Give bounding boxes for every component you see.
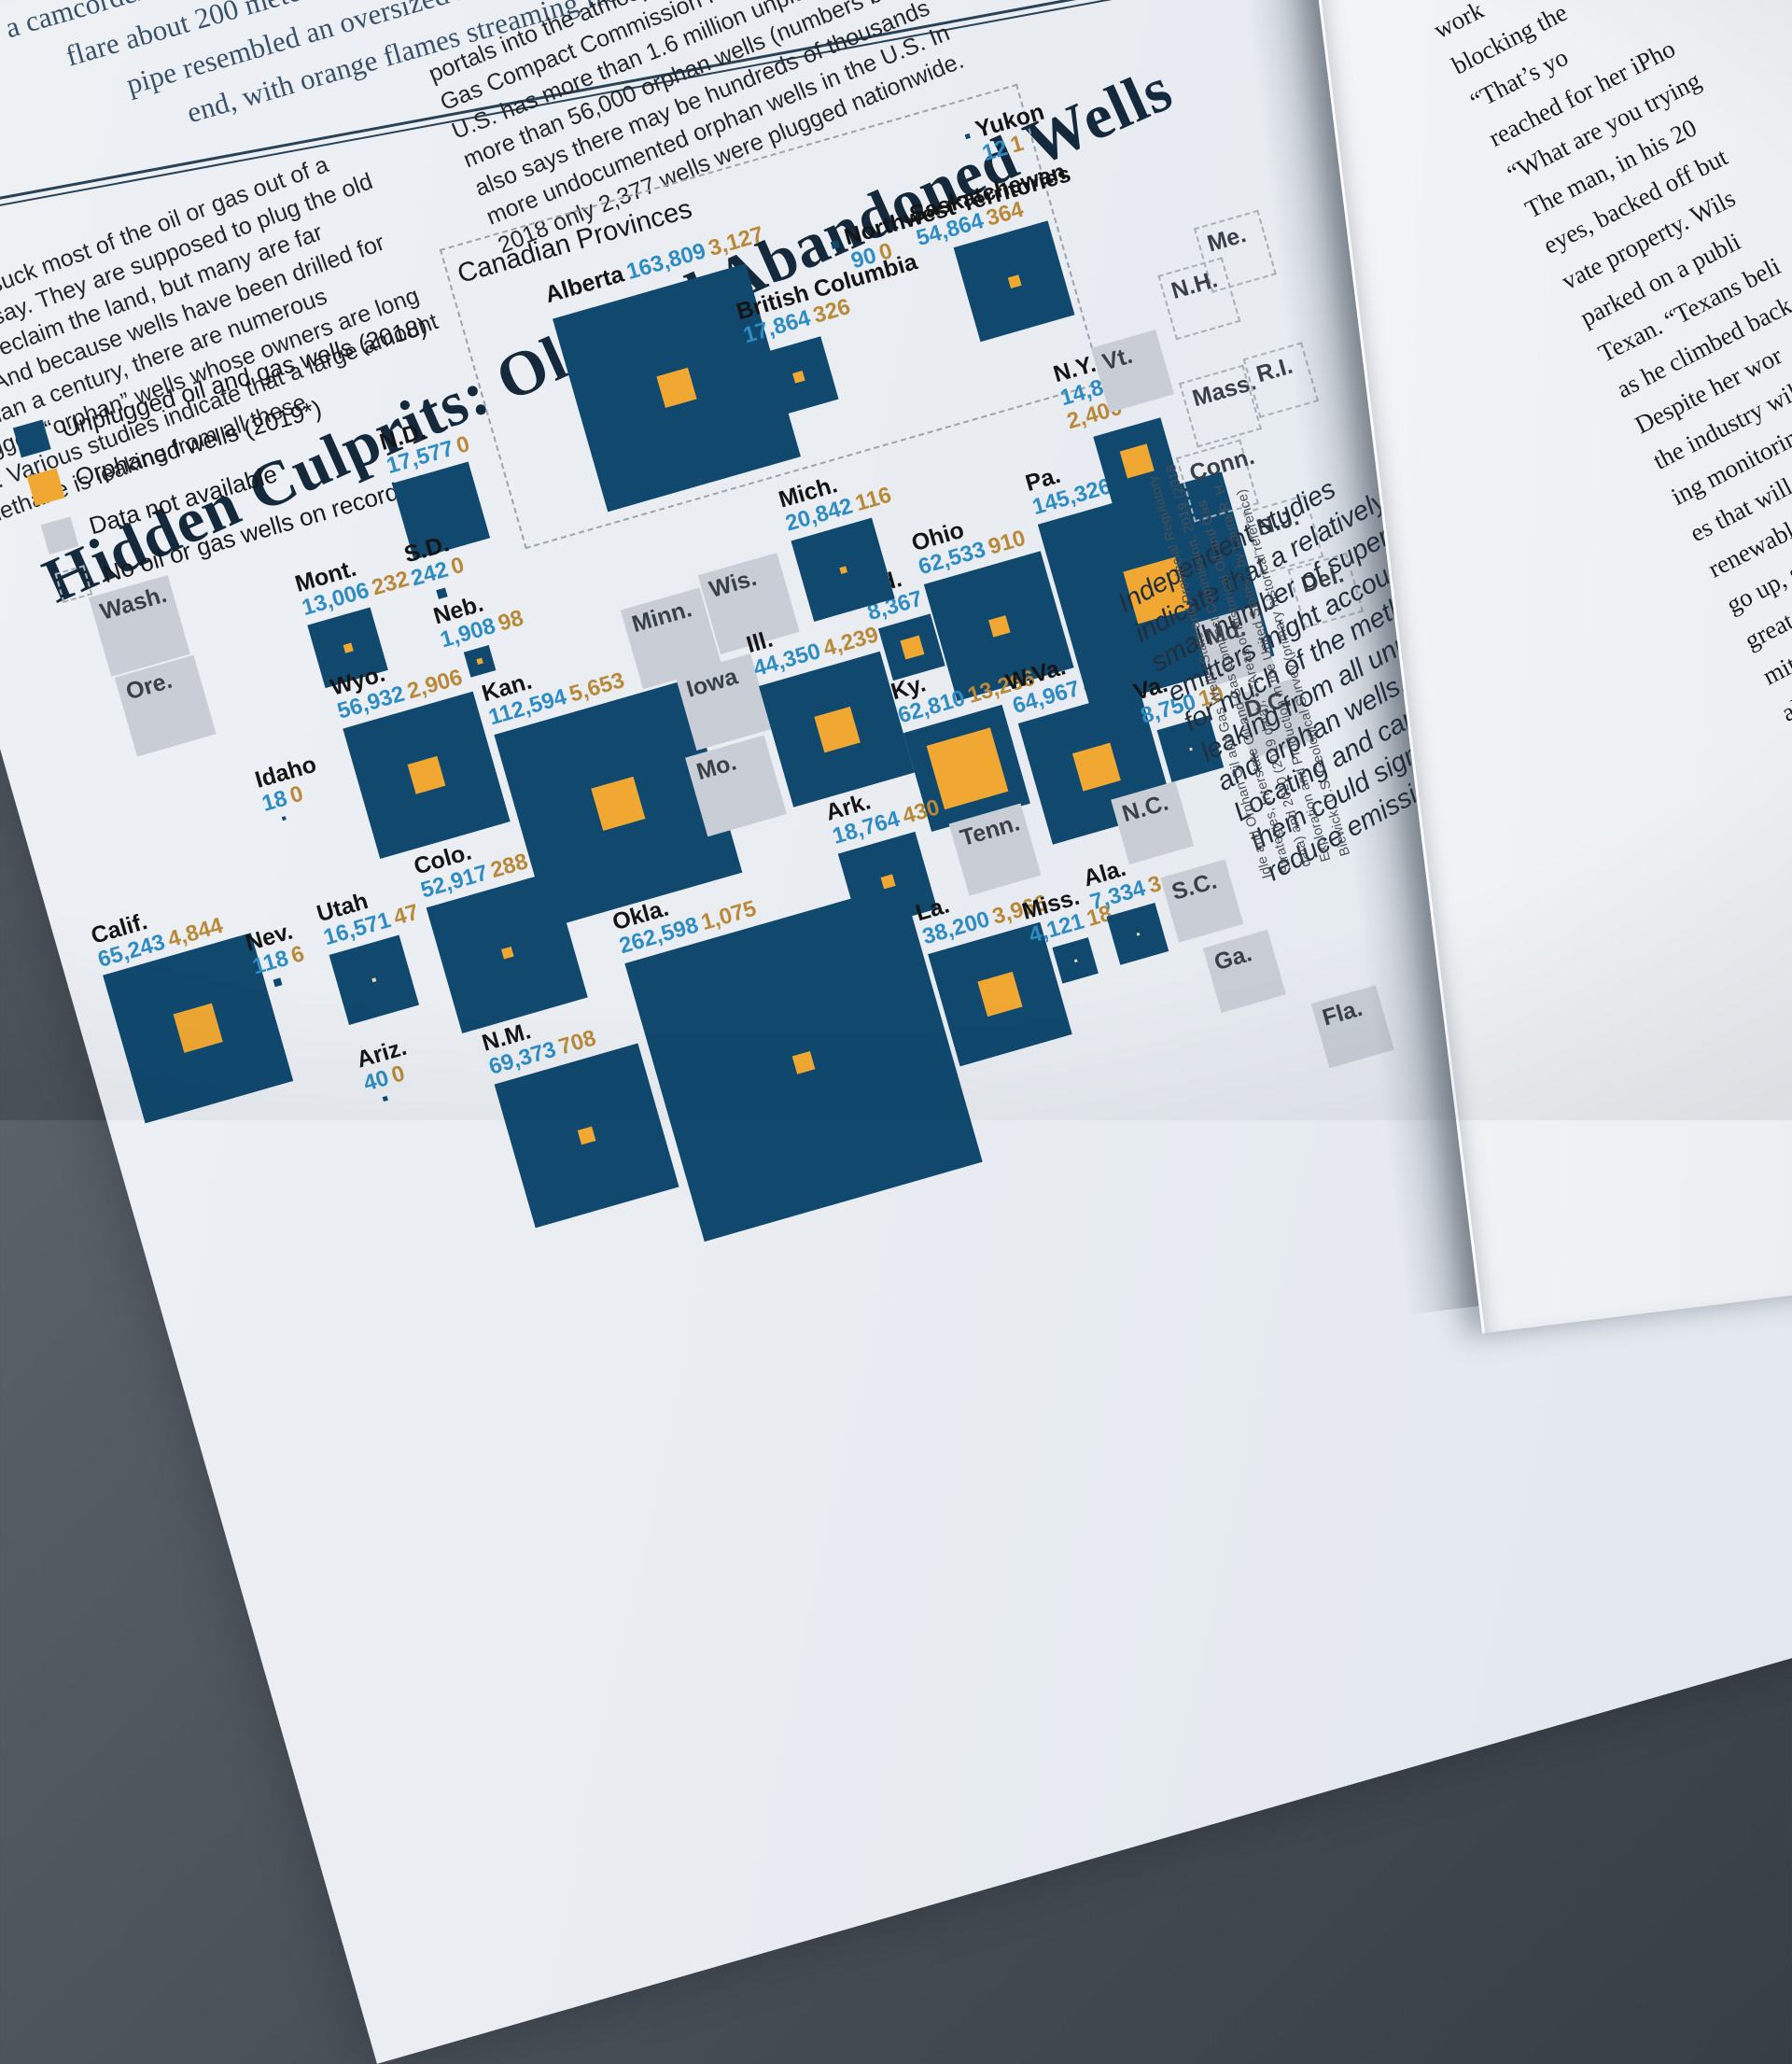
tile-idaho xyxy=(281,816,287,821)
orphan-square-ark xyxy=(880,874,896,890)
tile-s-c: S.C. xyxy=(1160,859,1244,943)
orphan-square-saskatchewan xyxy=(1007,274,1022,289)
orphan-square-calif xyxy=(173,1003,223,1053)
orphan-square-ill xyxy=(814,706,861,753)
tile-yukon xyxy=(964,133,971,140)
tile-label-mo: Mo. xyxy=(693,749,740,786)
tile-label-british-columbia: British Columbia 17,864 326 xyxy=(733,248,920,349)
tile-label-ore: Ore. xyxy=(122,667,175,706)
orphan-square-wyo xyxy=(407,755,446,794)
tile-label-ga: Ga. xyxy=(1211,940,1255,976)
orphan-square-va xyxy=(1189,747,1193,751)
tile-label-n-h: N.H. xyxy=(1168,266,1221,305)
tile-s-d xyxy=(436,587,448,599)
orphan-square-neb xyxy=(476,657,483,666)
tile-la xyxy=(928,921,1072,1067)
tile-label-minn: Minn. xyxy=(628,596,695,639)
tile-label-wis: Wis. xyxy=(706,564,760,603)
tile-label-iowa: Iowa xyxy=(683,663,741,703)
orphan-square-alberta xyxy=(656,367,697,409)
tile-neb xyxy=(463,645,497,678)
orphan-square-ohio xyxy=(988,615,1011,638)
orphan-square-w-va xyxy=(1071,742,1121,792)
orphan-square-la xyxy=(977,971,1023,1018)
tile-nev xyxy=(273,977,283,988)
orphan-square-okla xyxy=(791,1050,816,1074)
tile-northwest-territories xyxy=(830,239,840,249)
orphan-square-ala xyxy=(1136,932,1141,936)
tile-ga: Ga. xyxy=(1202,929,1286,1013)
orphan-square-kan xyxy=(591,776,646,831)
orphan-square-british-columbia xyxy=(792,371,805,384)
orphan-square-utah xyxy=(371,977,377,983)
orphan-square-mont xyxy=(343,642,354,653)
tile-label-s-c: S.C. xyxy=(1169,867,1220,906)
tile-label-idaho: Idaho 18 0 xyxy=(252,751,320,817)
tile-miss xyxy=(1052,937,1099,984)
tile-label-fla: Fla. xyxy=(1319,994,1365,1032)
tile-label-mont: Mont. 13,006 232 xyxy=(292,555,413,621)
tile-label-n-c: N.C. xyxy=(1119,789,1172,828)
tile-ala xyxy=(1106,902,1169,965)
right-page-article-text: work blocking the “That’s yo reached for he… xyxy=(1426,0,1792,912)
tile-label-me: Me. xyxy=(1204,221,1250,258)
tile-label-mich: Mich. 20,842 116 xyxy=(776,471,895,537)
orphan-square-n-m xyxy=(577,1126,596,1145)
orphan-square-colo xyxy=(501,946,514,960)
tile-utah xyxy=(329,934,420,1026)
orphan-square-ky xyxy=(926,727,1009,810)
tile-label-ariz: Ariz. 40 0 xyxy=(354,1033,410,1097)
tile-label-vt: Vt. xyxy=(1099,342,1136,376)
tile-label-utah: Utah 16,571 47 xyxy=(314,888,422,951)
orphan-square-miss xyxy=(1073,959,1078,963)
tile-ariz xyxy=(382,1095,388,1102)
tile-label-wash: Wash. xyxy=(97,581,170,625)
tile-label-yukon: Yukon 12 1 xyxy=(961,99,1054,170)
orphan-square-mich xyxy=(839,566,848,574)
orphan-square-ind xyxy=(900,635,925,660)
